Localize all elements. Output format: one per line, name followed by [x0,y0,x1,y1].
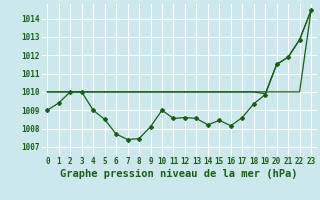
X-axis label: Graphe pression niveau de la mer (hPa): Graphe pression niveau de la mer (hPa) [60,169,298,179]
